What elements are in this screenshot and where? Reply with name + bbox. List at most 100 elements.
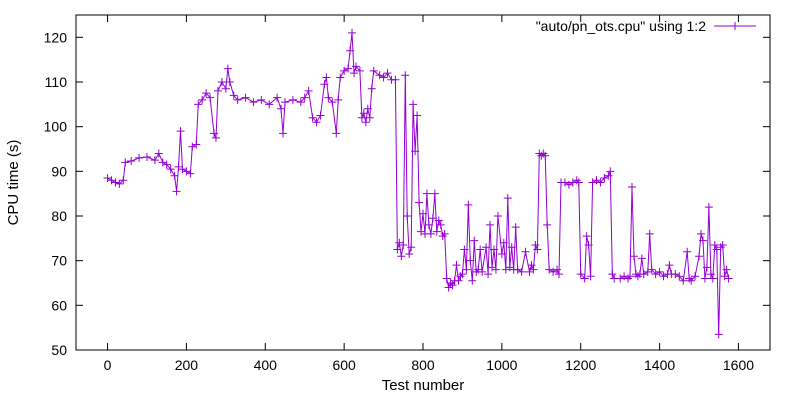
data-point-marker — [359, 109, 368, 118]
data-point-marker — [696, 229, 705, 238]
data-point-marker — [280, 98, 289, 107]
x-tick-label: 0 — [104, 357, 112, 373]
data-point-marker — [718, 241, 727, 250]
data-point-marker — [655, 267, 664, 276]
data-point-marker — [277, 104, 286, 113]
data-point-marker — [369, 66, 378, 75]
data-point-marker — [586, 272, 595, 281]
data-point-marker — [517, 267, 526, 276]
data-point-marker — [273, 93, 282, 102]
data-point-marker — [279, 129, 288, 138]
data-point-marker — [206, 93, 215, 102]
x-tick-label: 200 — [175, 357, 199, 373]
data-point-marker — [304, 86, 313, 95]
data-point-marker — [249, 98, 258, 107]
data-point-marker — [176, 127, 185, 136]
data-point-marker — [202, 89, 211, 98]
data-point-marker — [511, 223, 520, 232]
data-point-marker — [393, 245, 402, 254]
data-point-marker — [442, 274, 451, 283]
data-point-marker — [478, 267, 487, 276]
data-point-marker — [365, 113, 374, 122]
data-point-marker — [211, 133, 220, 142]
data-point-marker — [698, 236, 707, 245]
data-point-marker — [700, 274, 709, 283]
data-point-marker — [497, 249, 506, 258]
data-point-marker — [521, 247, 530, 256]
legend-swatch-marker — [731, 22, 739, 30]
data-point-marker — [531, 241, 540, 250]
data-point-marker — [127, 157, 136, 166]
data-point-marker — [334, 95, 343, 104]
data-point-marker — [265, 100, 274, 109]
y-tick-label: 120 — [44, 29, 68, 45]
y-axis-title: CPU time (s) — [5, 140, 22, 226]
data-point-marker — [357, 113, 366, 122]
data-point-marker — [257, 95, 266, 104]
y-tick-label: 110 — [45, 74, 68, 90]
data-point-marker — [507, 243, 516, 252]
y-tick-label: 90 — [51, 163, 67, 179]
data-point-marker — [637, 254, 646, 263]
data-point-marker — [626, 272, 635, 281]
data-point-marker — [403, 212, 412, 220]
data-point-marker — [296, 98, 305, 107]
data-point-marker — [454, 276, 463, 285]
data-point-marker — [349, 69, 358, 78]
data-point-marker — [691, 272, 700, 281]
data-point-marker — [476, 245, 485, 254]
x-tick-label: 1400 — [644, 357, 675, 373]
data-point-marker — [462, 265, 471, 274]
data-point-marker — [464, 200, 473, 209]
data-point-marker — [344, 64, 353, 73]
data-point-marker — [172, 187, 181, 196]
data-point-marker — [706, 270, 715, 279]
data-point-marker — [119, 176, 128, 185]
data-point-marker — [430, 189, 439, 198]
data-point-marker — [154, 149, 163, 158]
data-point-marker — [361, 118, 370, 127]
x-tick-label: 600 — [332, 357, 356, 373]
data-point-marker — [194, 100, 203, 109]
data-point-marker — [460, 245, 469, 254]
data-point-marker — [320, 80, 329, 89]
y-tick-label: 100 — [44, 119, 68, 135]
data-point-marker — [428, 214, 437, 223]
data-point-marker — [142, 153, 151, 162]
data-point-marker — [213, 86, 222, 95]
data-point-marker — [491, 265, 500, 274]
data-point-marker — [574, 178, 583, 187]
data-point-marker — [722, 265, 731, 274]
data-point-marker — [555, 270, 564, 279]
data-point-marker — [170, 171, 179, 180]
data-point-marker — [503, 194, 512, 203]
data-point-marker — [411, 147, 420, 156]
x-tick-label: 400 — [254, 357, 278, 373]
axis-ticks: 0 200 400 600 800 1000 1200 1400 1600 50 60 70 80 90 1… — [44, 15, 770, 373]
data-point-marker — [426, 229, 435, 238]
data-point-marker — [484, 270, 493, 279]
y-tick-label: 50 — [51, 342, 67, 358]
data-point-marker — [379, 73, 388, 82]
x-tick-label: 800 — [411, 357, 435, 373]
legend-label: "auto/pn_ots.cpu" using 1:2 — [536, 18, 706, 34]
legend: "auto/pn_ots.cpu" using 1:2 — [536, 18, 756, 34]
data-point-marker — [324, 93, 333, 102]
data-point-marker — [413, 111, 422, 120]
data-point-marker — [111, 178, 120, 187]
data-point-marker — [708, 274, 717, 283]
data-point-marker — [627, 182, 636, 191]
x-tick-label: 1000 — [486, 357, 517, 373]
data-point-marker — [355, 66, 364, 75]
data-point-marker — [121, 158, 130, 167]
data-point-marker — [529, 265, 538, 274]
data-point-marker — [225, 78, 234, 86]
data-point-marker — [486, 220, 495, 229]
data-point-marker — [580, 274, 589, 283]
data-point-marker — [198, 95, 207, 104]
data-point-marker — [300, 93, 309, 102]
data-point-marker — [367, 84, 376, 93]
data-point-marker — [422, 189, 431, 198]
data-point-marker — [312, 118, 321, 127]
data-point-marker — [458, 270, 467, 279]
